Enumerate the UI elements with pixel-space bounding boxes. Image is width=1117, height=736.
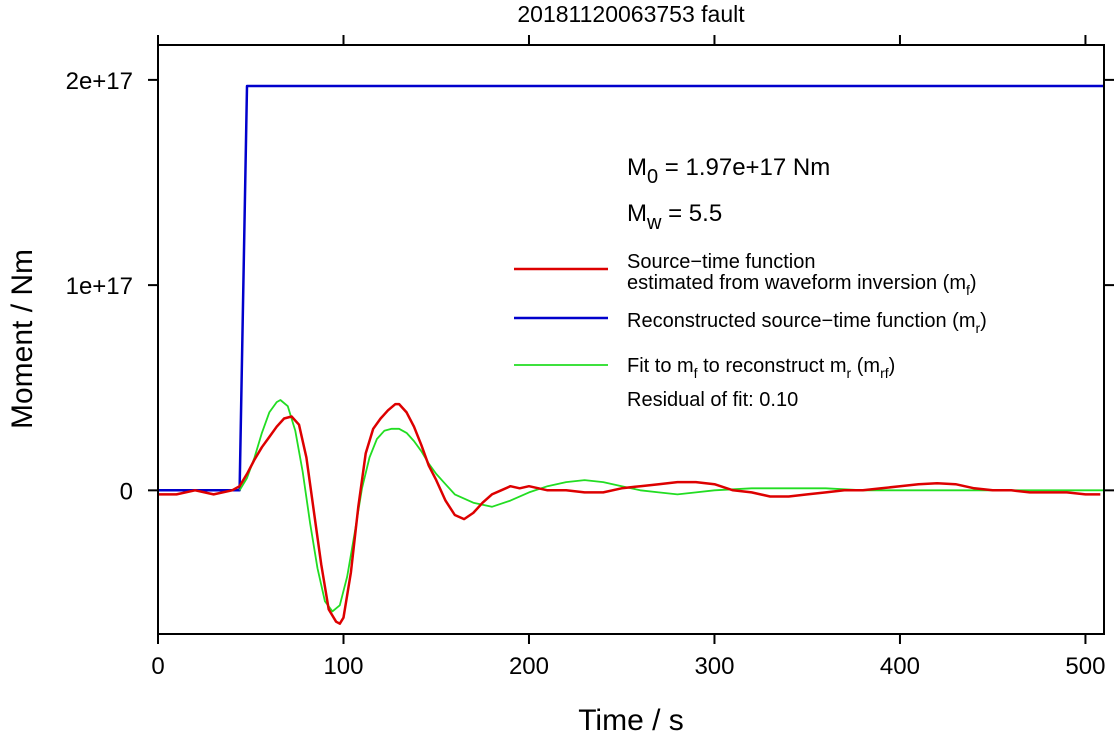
y-tick-label: 0 <box>120 478 133 505</box>
residual-annotation: Residual of fit: 0.10 <box>627 389 798 411</box>
chart-title: 20181120063753 fault <box>517 1 745 27</box>
series-layer <box>158 84 1104 625</box>
x-axis-label: Time / s <box>578 704 684 736</box>
moment-magnitude-annotation: Mw = 5.5 <box>627 200 722 234</box>
legend-label-source-time-function-line2: estimated from waveform inversion (mf) <box>627 272 977 298</box>
legend-label-source-time-function-line1: Source−time function <box>627 251 815 273</box>
series-line-fit <box>238 399 1104 613</box>
x-tick-label: 0 <box>151 653 164 680</box>
plot-frame <box>157 44 1105 635</box>
y-axis-ticks: 0 1e+17 2e+17 <box>66 68 1114 505</box>
x-tick-label: 300 <box>694 653 734 680</box>
y-tick-label: 1e+17 <box>66 273 133 300</box>
y-axis-label: Moment / Nm <box>6 249 39 429</box>
legend-label-fit: Fit to mf to reconstruct mr (mrf) <box>627 355 895 381</box>
legend-label-reconstructed: Reconstructed source−time function (mr) <box>627 310 987 336</box>
series-line-source-time-function <box>158 402 1101 625</box>
legend: Source−time function estimated from wave… <box>514 251 987 411</box>
x-tick-label: 100 <box>323 653 363 680</box>
x-tick-label: 400 <box>880 653 920 680</box>
x-tick-label: 500 <box>1065 653 1105 680</box>
x-tick-label: 200 <box>509 653 549 680</box>
y-tick-label: 2e+17 <box>66 68 133 95</box>
seismic-moment-annotation: M0 = 1.97e+17 Nm <box>627 154 830 188</box>
x-axis-ticks: 0 100 200 300 400 500 <box>151 35 1105 680</box>
